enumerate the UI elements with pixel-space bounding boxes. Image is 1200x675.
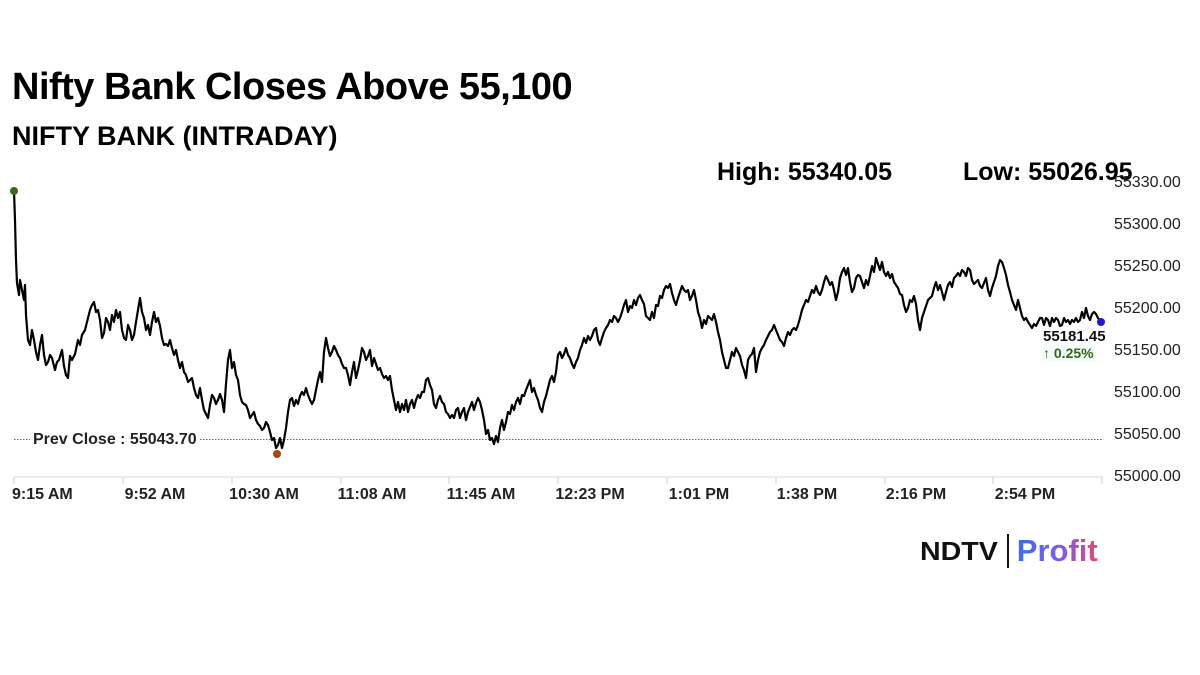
price-line bbox=[12, 190, 1101, 450]
chart-subtitle: NIFTY BANK (INTRADAY) bbox=[12, 121, 338, 151]
x-tick-label: 2:54 PM bbox=[994, 486, 1056, 503]
y-tick-label: 55150.00 bbox=[1114, 342, 1181, 359]
x-tick-label: 2:16 PM bbox=[885, 486, 947, 503]
y-tick-label: 55330.00 bbox=[1114, 174, 1181, 191]
x-tick-label: 12:23 PM bbox=[555, 486, 625, 503]
x-tick-label: 1:01 PM bbox=[668, 486, 730, 503]
x-tick-marks bbox=[13, 477, 1103, 484]
y-tick-label: 55100.00 bbox=[1114, 384, 1181, 401]
last-price-label: 55181.45 bbox=[1043, 328, 1106, 345]
profit-wordmark: Profit bbox=[1016, 533, 1098, 568]
y-tick-label: 55000.00 bbox=[1114, 468, 1181, 485]
x-tick-label: 11:08 AM bbox=[337, 486, 407, 503]
change-percent-label: ↑ 0.25% bbox=[1043, 345, 1094, 361]
x-tick-label: 9:15 AM bbox=[12, 486, 73, 503]
ndtv-wordmark: NDTV bbox=[920, 535, 998, 566]
ndtv-profit-logo: NDTV Profit bbox=[920, 533, 1098, 569]
logo-divider bbox=[1006, 534, 1009, 568]
x-tick-label: 1:38 PM bbox=[776, 486, 838, 503]
open-marker bbox=[10, 187, 18, 195]
x-tick-label: 11:45 AM bbox=[446, 486, 516, 503]
y-tick-label: 55250.00 bbox=[1114, 258, 1181, 275]
last-price-marker bbox=[1097, 318, 1105, 326]
day-high-label: High: 55340.05 bbox=[717, 158, 893, 186]
x-tick-label: 9:52 AM bbox=[124, 486, 186, 503]
y-tick-label: 55050.00 bbox=[1114, 426, 1181, 443]
prev-close-label: Prev Close : 55043.70 bbox=[30, 431, 200, 449]
y-tick-label: 55200.00 bbox=[1114, 300, 1181, 317]
chart-title: Nifty Bank Closes Above 55,100 bbox=[12, 66, 573, 108]
x-tick-label: 10:30 AM bbox=[229, 486, 299, 503]
y-tick-label: 55300.00 bbox=[1114, 216, 1181, 233]
day-low-marker bbox=[273, 450, 281, 458]
day-low-label: Low: 55026.95 bbox=[963, 158, 1133, 186]
